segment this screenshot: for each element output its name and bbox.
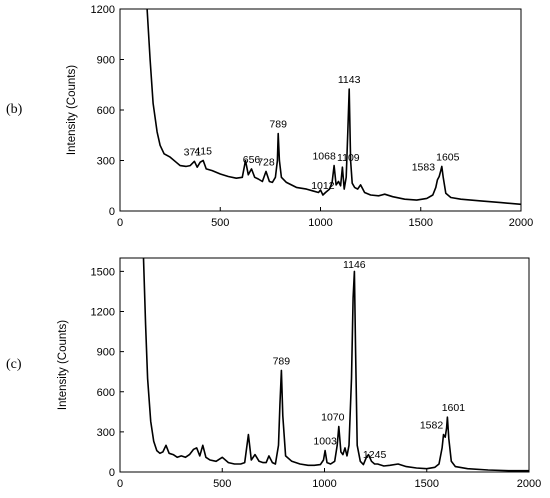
x-tick-label-b-2000: 2000 xyxy=(509,217,533,229)
y-tick-label-b-1200: 1200 xyxy=(91,4,115,16)
spectrum-line-b xyxy=(147,9,521,204)
x-tick-label-b-1500: 1500 xyxy=(409,217,433,229)
y-tick-label-b-600: 600 xyxy=(97,105,115,117)
chart-panel-c: 0 300 600 900 1200 1500 0 500 1000 1500 2000 Intens… xyxy=(57,258,541,490)
x-tick-label-c-0: 0 xyxy=(117,478,123,490)
x-tick-label-b-500: 500 xyxy=(211,217,229,229)
y-tick-label-c-900: 900 xyxy=(97,347,115,359)
x-tick-label-c-500: 500 xyxy=(213,478,231,490)
chart-panel-b: 0 300 600 900 1200 0 500 1000 1500 2000 Intensity … xyxy=(66,4,533,229)
peak-label-b-1012: 1012 xyxy=(311,180,335,192)
peak-label-c-1070: 1070 xyxy=(321,412,345,424)
peak-label-b-415: 415 xyxy=(194,146,212,158)
peak-label-c-1601: 1601 xyxy=(442,402,466,414)
x-tick-label-c-1000: 1000 xyxy=(312,478,336,490)
peak-label-b-789: 789 xyxy=(269,119,287,131)
x-tick-label-b-0: 0 xyxy=(117,217,123,229)
peak-label-c-1146: 1146 xyxy=(343,259,366,271)
x-tick-label-c-2000: 2000 xyxy=(517,478,541,490)
peak-label-c-1245: 1245 xyxy=(363,449,387,461)
y-tick-label-b-300: 300 xyxy=(97,156,115,168)
peak-label-c-1582: 1582 xyxy=(420,420,444,432)
peak-label-b-1605: 1605 xyxy=(436,151,460,163)
peak-label-b-1068: 1068 xyxy=(312,151,336,163)
y-axis-label-b: Intensity (Counts) xyxy=(66,65,78,155)
peak-label-c-1003: 1003 xyxy=(313,436,337,448)
peak-label-b-1109: 1109 xyxy=(337,152,360,164)
y-tick-label-c-0: 0 xyxy=(109,467,115,479)
peak-label-c-789: 789 xyxy=(273,355,291,367)
y-tick-label-b-0: 0 xyxy=(109,206,115,218)
y-tick-label-c-1200: 1200 xyxy=(91,307,115,319)
peak-label-b-1143: 1143 xyxy=(338,74,361,86)
y-tick-label-c-1500: 1500 xyxy=(91,266,115,278)
x-tick-label-c-1500: 1500 xyxy=(415,478,439,490)
peak-label-b-1583: 1583 xyxy=(412,161,436,173)
y-axis-label-c: Intensity (Counts) xyxy=(57,320,69,410)
peak-label-b-728: 728 xyxy=(257,156,275,168)
y-tick-label-c-300: 300 xyxy=(97,427,115,439)
y-tick-label-c-600: 600 xyxy=(97,387,115,399)
y-tick-label-b-900: 900 xyxy=(97,55,115,67)
x-tick-label-b-1000: 1000 xyxy=(308,217,332,229)
